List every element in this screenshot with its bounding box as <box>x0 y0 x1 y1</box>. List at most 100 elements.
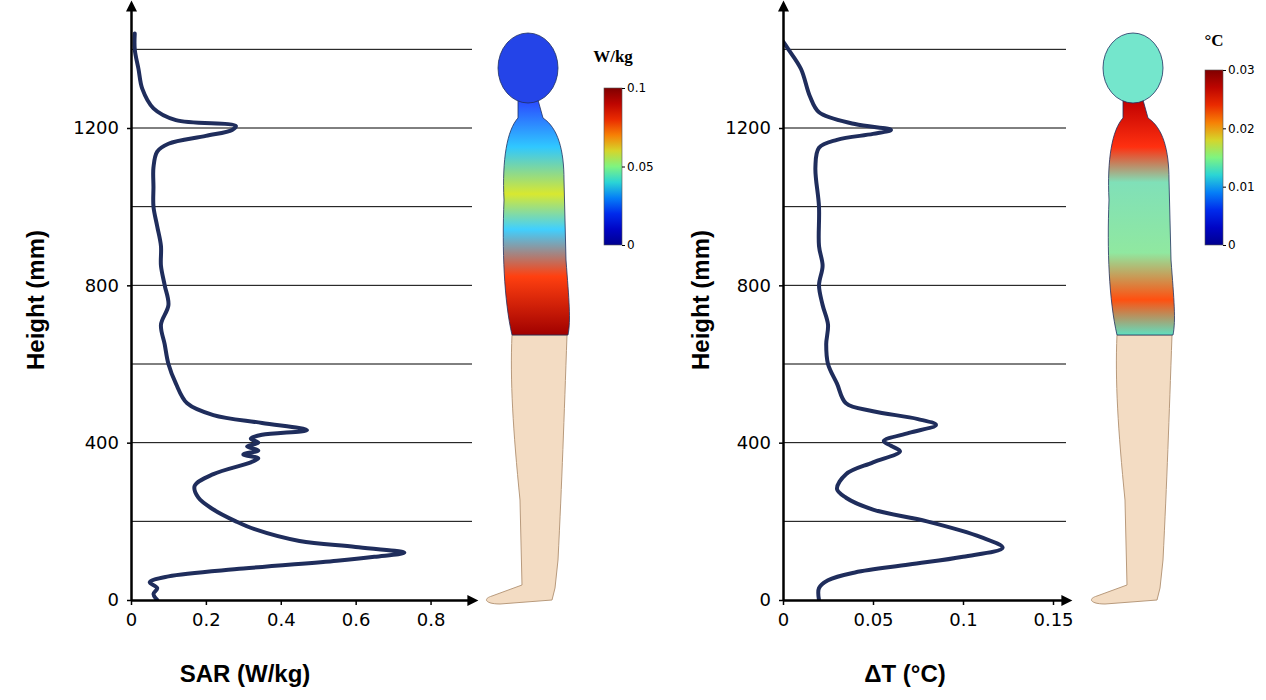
y-tick: 1200 <box>725 117 783 138</box>
y-axis: 0 400 800 1200 <box>725 11 783 611</box>
colorbar-tick-mark <box>622 88 625 89</box>
grid-line <box>131 285 472 286</box>
x-tick-mark <box>430 600 432 605</box>
colorbar-tick-mark <box>622 167 625 168</box>
x-tick-label: 0.05 <box>853 609 893 630</box>
colorbar-tick-label: 0.02 <box>1228 122 1255 136</box>
colorbar-axis: 0 0.01 0.02 0.03 <box>1223 63 1255 252</box>
x-tick-label: 0.2 <box>192 609 221 630</box>
y-tick-mark <box>779 442 783 444</box>
grid-line <box>131 128 472 129</box>
grid-line <box>783 285 1066 286</box>
x-tick: 0.8 <box>417 600 446 630</box>
plot-area <box>783 41 1003 600</box>
profile-line <box>783 41 1003 600</box>
y-tick-label: 0 <box>760 589 771 610</box>
x-tick: 0.6 <box>342 600 371 630</box>
axis-line <box>784 599 1063 602</box>
colorbar-tick: 0.1 <box>622 81 646 95</box>
axis-line <box>132 599 469 602</box>
colorbar-tick-label: 0.01 <box>1228 180 1255 194</box>
colorbar-ramp <box>604 88 622 245</box>
colorbar-title: °C <box>1204 31 1223 50</box>
body-head <box>498 33 558 103</box>
grid-line <box>783 442 1066 443</box>
y-tick-label: 0 <box>108 589 119 610</box>
body-torso <box>503 100 569 335</box>
colorbar-tick-mark <box>1223 70 1226 71</box>
colorbar: 0 0.05 0.1 W/kg <box>593 47 654 252</box>
y-tick: 0 <box>108 589 131 610</box>
colorbar-tick-label: 0 <box>627 238 635 252</box>
y-tick-mark <box>127 285 131 287</box>
figure: 0 0.2 0.4 0.6 0.8 0 400 800 1200 SAR (W/kg) Height… <box>0 0 1266 700</box>
x-tick: 0.15 <box>1033 600 1073 630</box>
x-tick-mark <box>281 600 283 605</box>
body-head <box>1103 33 1163 103</box>
grid-line <box>131 442 472 443</box>
y-tick-label: 800 <box>85 275 119 296</box>
colorbar-tick-mark <box>1223 128 1226 129</box>
colorbar-tick-label: 0.05 <box>627 160 654 174</box>
x-tick-mark <box>963 600 965 605</box>
y-tick-label: 1200 <box>73 117 119 138</box>
colorbar-tick: 0 <box>1223 238 1236 252</box>
grid-line <box>783 128 1066 129</box>
x-tick-mark <box>206 600 208 605</box>
x-tick-label: 0 <box>126 609 137 630</box>
y-tick: 800 <box>85 275 131 296</box>
x-tick: 0.05 <box>853 600 893 630</box>
x-tick-label: 0 <box>778 609 789 630</box>
body-legs <box>1091 335 1172 604</box>
x-tick: 0 <box>126 600 137 630</box>
y-tick: 800 <box>737 275 783 296</box>
y-tick-mark <box>127 600 131 602</box>
colorbar-tick: 0 <box>622 238 635 252</box>
x-tick-label: 0.4 <box>267 609 296 630</box>
plot-area <box>135 34 405 600</box>
grid-line <box>131 206 472 207</box>
colorbar-tick-label: 0 <box>1228 238 1236 252</box>
y-tick: 0 <box>760 589 783 610</box>
axis-line <box>130 11 133 601</box>
y-tick-label: 800 <box>737 275 771 296</box>
x-tick-label: 0.15 <box>1033 609 1073 630</box>
y-tick-label: 400 <box>737 432 771 453</box>
axis-line <box>782 11 785 601</box>
colorbar-tick-mark <box>622 245 625 246</box>
grid-line <box>783 206 1066 207</box>
y-tick: 400 <box>85 432 131 453</box>
x-tick: 0.2 <box>192 600 221 630</box>
colorbar-tick: 0.03 <box>1223 63 1255 77</box>
x-tick-label: 0.6 <box>342 609 371 630</box>
body-model <box>1091 33 1174 604</box>
x-axis-title: ΔT (°C) <box>864 660 946 687</box>
y-tick: 1200 <box>73 117 131 138</box>
body-model <box>486 33 569 604</box>
x-axis-title: SAR (W/kg) <box>180 660 311 687</box>
colorbar-ramp <box>1205 70 1223 245</box>
y-tick-label: 400 <box>85 432 119 453</box>
x-axis: 0 0.2 0.4 0.6 0.8 <box>126 600 469 630</box>
y-axis-title: Height (mm) <box>22 230 49 370</box>
y-tick-mark <box>127 442 131 444</box>
x-tick-mark <box>873 600 875 605</box>
x-tick: 0.4 <box>267 600 296 630</box>
y-tick-mark <box>779 285 783 287</box>
colorbar-tick: 0.02 <box>1223 122 1255 136</box>
colorbar-title: W/kg <box>593 47 633 66</box>
colorbar-axis-line <box>1223 71 1224 246</box>
colorbar: 0 0.01 0.02 0.03 °C <box>1204 31 1254 252</box>
colorbar-tick-label: 0.03 <box>1228 63 1255 77</box>
y-axis: 0 400 800 1200 <box>73 11 131 611</box>
x-tick: 0.1 <box>949 600 978 630</box>
x-tick-label: 0.1 <box>949 609 978 630</box>
colorbar-axis: 0 0.05 0.1 <box>622 81 654 252</box>
grid-line <box>131 364 472 365</box>
panel: 0 0.2 0.4 0.6 0.8 0 400 800 1200 SAR (W/kg) Height… <box>22 11 654 688</box>
x-tick-mark <box>355 600 357 605</box>
x-axis: 0 0.05 0.1 0.15 <box>778 600 1074 630</box>
x-tick-mark <box>1053 600 1055 605</box>
y-tick-mark <box>779 128 783 130</box>
y-axis-title: Height (mm) <box>687 230 714 370</box>
